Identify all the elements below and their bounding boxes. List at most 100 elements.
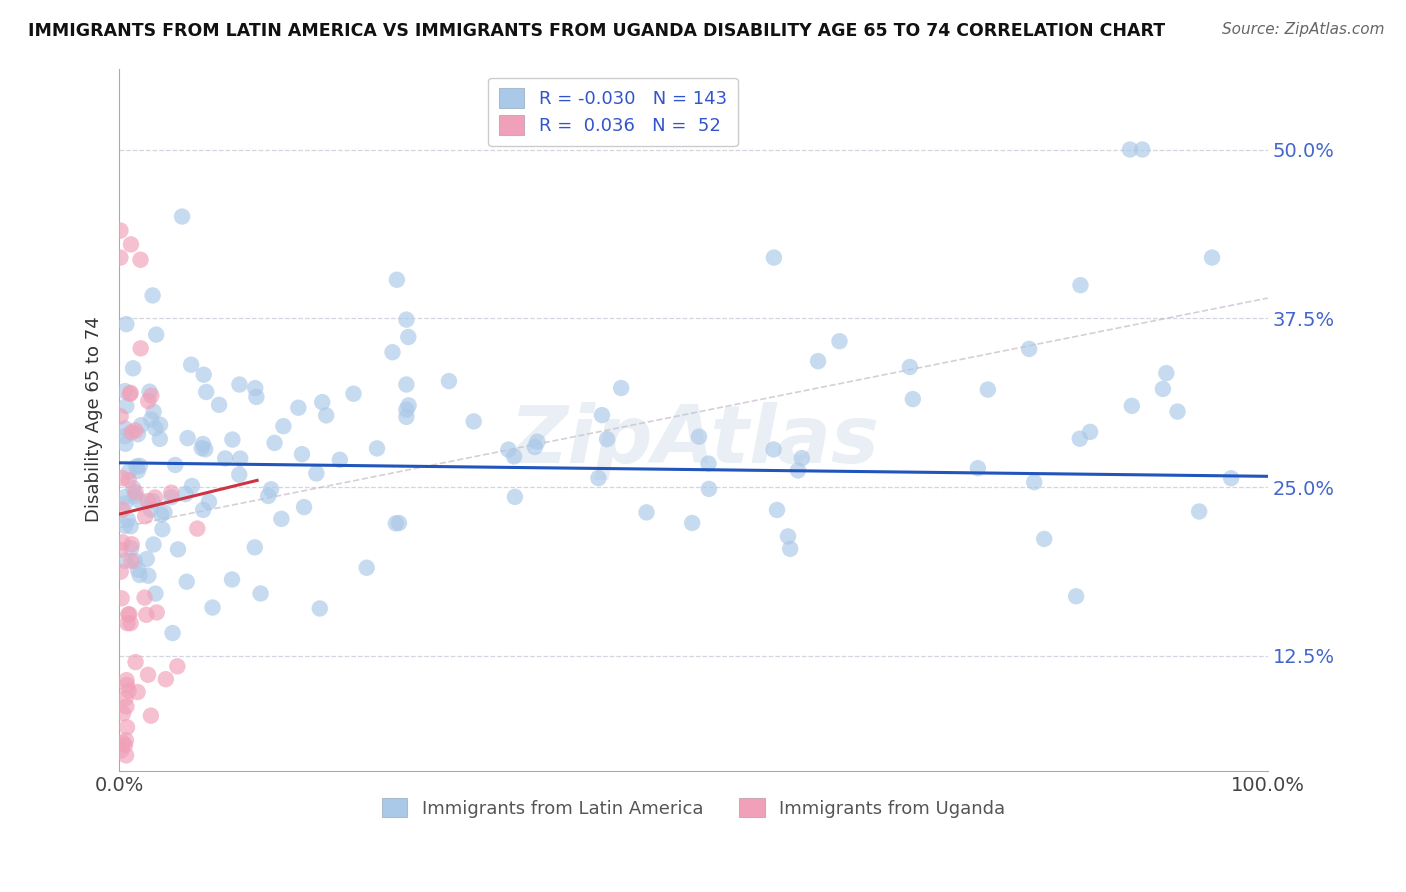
Point xyxy=(395,312,418,326)
Point xyxy=(190,441,212,455)
Point xyxy=(180,358,202,372)
Point xyxy=(160,490,183,504)
Point xyxy=(245,390,267,404)
Point xyxy=(828,334,851,349)
Point xyxy=(388,516,411,530)
Point xyxy=(1018,342,1040,356)
Point xyxy=(122,361,145,376)
Point xyxy=(135,552,157,566)
Point xyxy=(270,512,292,526)
Point xyxy=(111,535,134,549)
Point xyxy=(135,607,157,622)
Point xyxy=(221,433,243,447)
Point xyxy=(523,440,546,454)
Point xyxy=(1064,589,1087,603)
Point xyxy=(636,505,658,519)
Point xyxy=(115,748,138,763)
Point xyxy=(114,429,136,443)
Point xyxy=(287,401,309,415)
Point xyxy=(395,377,418,392)
Point xyxy=(1152,382,1174,396)
Point xyxy=(610,381,633,395)
Point xyxy=(115,678,138,692)
Point xyxy=(498,442,520,457)
Point xyxy=(139,412,162,426)
Point xyxy=(114,421,136,435)
Point xyxy=(1220,471,1243,485)
Point xyxy=(149,417,172,432)
Point xyxy=(245,381,267,395)
Point xyxy=(153,506,176,520)
Point xyxy=(776,529,799,543)
Point xyxy=(120,237,142,252)
Point xyxy=(697,482,720,496)
Point xyxy=(138,384,160,399)
Point xyxy=(117,683,139,698)
Point xyxy=(114,437,136,451)
Point xyxy=(121,554,143,568)
Point xyxy=(396,330,419,344)
Point xyxy=(308,601,330,615)
Point xyxy=(120,425,142,440)
Point xyxy=(273,419,295,434)
Point xyxy=(170,210,193,224)
Point xyxy=(111,471,134,485)
Point xyxy=(134,591,156,605)
Point xyxy=(762,251,785,265)
Point xyxy=(128,568,150,582)
Point xyxy=(1024,475,1046,490)
Point xyxy=(122,481,145,495)
Point xyxy=(787,463,810,477)
Point xyxy=(112,736,135,750)
Point xyxy=(129,342,152,356)
Point xyxy=(176,431,198,445)
Point xyxy=(395,409,418,424)
Point xyxy=(139,502,162,516)
Point xyxy=(160,485,183,500)
Point xyxy=(127,464,149,478)
Point xyxy=(114,738,136,752)
Point xyxy=(110,743,132,757)
Point xyxy=(166,659,188,673)
Point xyxy=(191,503,214,517)
Point xyxy=(120,519,142,533)
Point xyxy=(138,568,160,582)
Point xyxy=(779,541,801,556)
Point xyxy=(120,541,142,556)
Point xyxy=(145,586,167,600)
Point xyxy=(127,427,149,442)
Point xyxy=(762,442,785,457)
Point xyxy=(110,409,132,424)
Y-axis label: Disability Age 65 to 74: Disability Age 65 to 74 xyxy=(86,317,103,523)
Point xyxy=(257,489,280,503)
Point xyxy=(1119,143,1142,157)
Point xyxy=(588,471,610,485)
Point xyxy=(503,450,526,464)
Point xyxy=(463,414,485,428)
Point xyxy=(901,392,924,406)
Point xyxy=(591,408,613,422)
Point xyxy=(114,496,136,510)
Point xyxy=(149,432,172,446)
Point xyxy=(150,522,173,536)
Point xyxy=(385,516,408,531)
Point xyxy=(127,685,149,699)
Point xyxy=(263,436,285,450)
Point xyxy=(174,487,197,501)
Point xyxy=(398,398,420,412)
Point xyxy=(191,437,214,451)
Point xyxy=(118,387,141,401)
Point xyxy=(1078,425,1101,439)
Point xyxy=(115,720,138,734)
Point xyxy=(208,398,231,412)
Point xyxy=(186,522,208,536)
Point xyxy=(124,655,146,669)
Point xyxy=(195,384,218,399)
Point xyxy=(124,423,146,437)
Point xyxy=(118,607,141,622)
Point xyxy=(193,368,215,382)
Point xyxy=(110,542,132,557)
Point xyxy=(697,457,720,471)
Point xyxy=(1156,366,1178,380)
Point xyxy=(142,494,165,508)
